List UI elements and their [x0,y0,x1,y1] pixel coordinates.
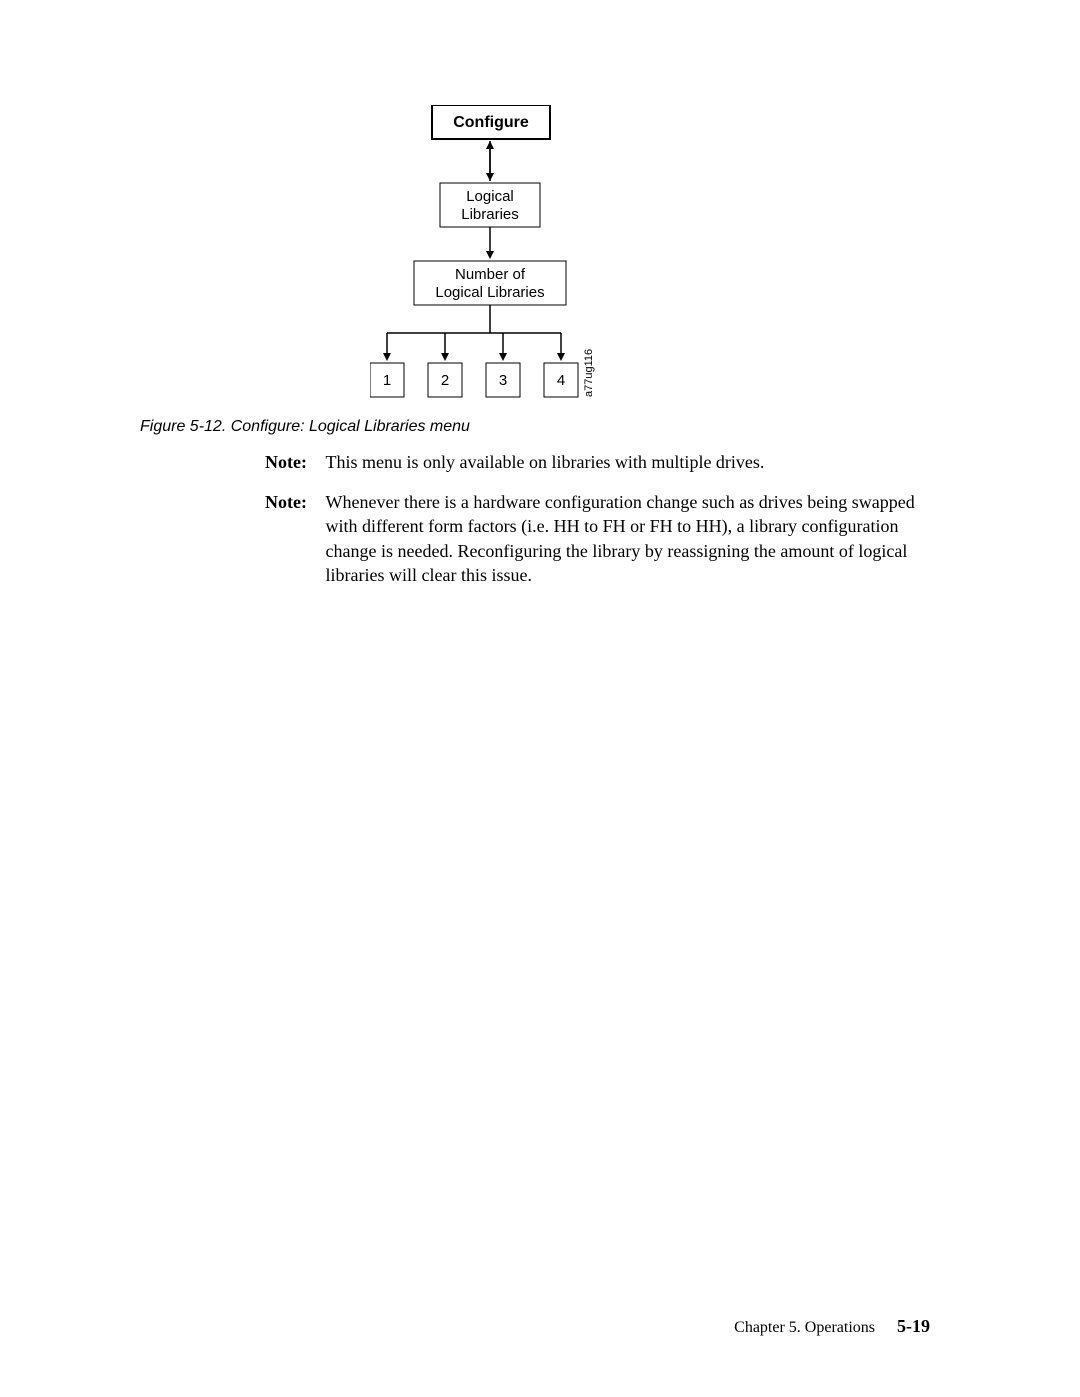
configure-menu-tree-diagram: Configure Logical Libraries Number of Lo… [370,105,630,405]
note-2: Note: Whenever there is a hardware confi… [265,490,936,587]
node-number-line1: Number of [455,266,526,283]
node-option-2-label: 2 [441,372,449,389]
footer-page-number: 5-19 [897,1316,930,1336]
note-2-text: Whenever there is a hardware configurati… [326,490,936,587]
node-configure-label: Configure [453,114,529,131]
node-logical-line1: Logical [466,188,514,205]
footer-chapter: Chapter 5. Operations [734,1319,875,1336]
figure-caption: Figure 5-12. Configure: Logical Librarie… [140,418,470,436]
document-page: Configure Logical Libraries Number of Lo… [0,0,1080,1397]
note-1: Note: This menu is only available on lib… [265,450,946,474]
node-option-3-label: 3 [499,372,507,389]
note-1-label: Note: [265,450,321,474]
page-footer: Chapter 5. Operations 5-19 [734,1316,930,1337]
node-number-line2: Logical Libraries [435,284,544,301]
note-1-text: This menu is only available on libraries… [326,450,946,474]
node-option-1-label: 1 [383,372,391,389]
diagram-ref-label: a77ug116 [583,349,595,397]
note-2-label: Note: [265,490,321,514]
node-logical-line2: Libraries [461,206,519,223]
node-option-4-label: 4 [557,372,565,389]
